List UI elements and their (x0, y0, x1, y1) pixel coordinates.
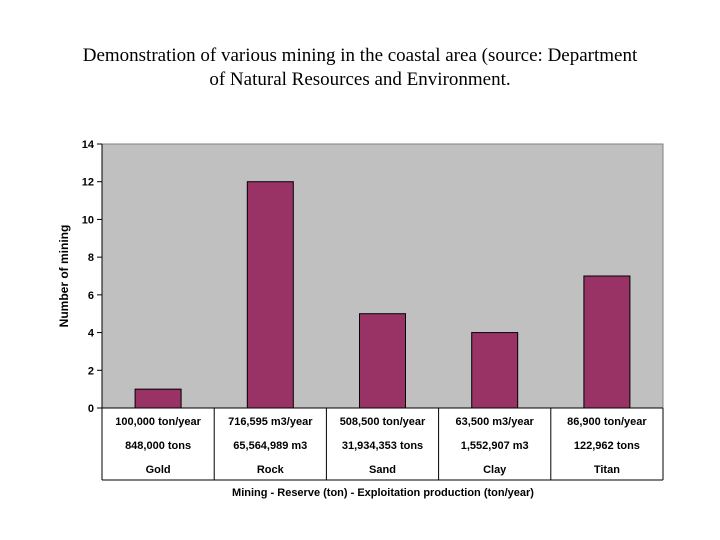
bar-titan (583, 275, 631, 409)
x-tick-label: Rock (257, 464, 285, 476)
table-cell: 65,564,989 m3 (233, 440, 307, 452)
x-tick-label: Clay (483, 464, 507, 476)
bar-clay (471, 332, 519, 409)
table-cell: 63,500 m3/year (456, 416, 535, 428)
y-tick-label: 4 (88, 328, 95, 340)
table-cell: 716,595 m3/year (228, 416, 313, 428)
y-tick-label: 10 (82, 214, 94, 226)
y-axis-label: Number of mining (57, 225, 71, 328)
y-tick-label: 0 (88, 403, 94, 415)
table-cell: 100,000 ton/year (115, 416, 201, 428)
x-tick-label: Gold (146, 464, 171, 476)
table-cell: 1,552,907 m3 (461, 440, 529, 452)
y-tick-label: 12 (82, 177, 94, 189)
y-tick-label: 14 (82, 139, 95, 151)
chart-title-line-2: of Natural Resources and Environment. (209, 69, 511, 90)
x-axis-label: Mining - Reserve (ton) - Exploitation pr… (232, 487, 534, 499)
y-tick-label: 6 (88, 290, 94, 302)
table-cell: 31,934,353 tons (342, 440, 423, 452)
y-tick-label: 2 (88, 365, 94, 377)
y-tick-label: 8 (88, 252, 94, 264)
table-cell: 508,500 ton/year (340, 416, 426, 428)
table-cell: 122,962 tons (574, 440, 640, 452)
x-tick-label: Sand (369, 464, 396, 476)
table-cell: 86,900 ton/year (567, 416, 647, 428)
chart-title-line-1: Demonstration of various mining in the c… (82, 45, 638, 66)
table-cell: 848,000 tons (125, 440, 191, 452)
chart-title: Demonstration of various mining in the c… (40, 44, 680, 92)
x-tick-label: Titan (594, 464, 620, 476)
bar-gold (134, 388, 182, 409)
bar-sand (359, 313, 406, 409)
bar-rock (246, 181, 294, 409)
